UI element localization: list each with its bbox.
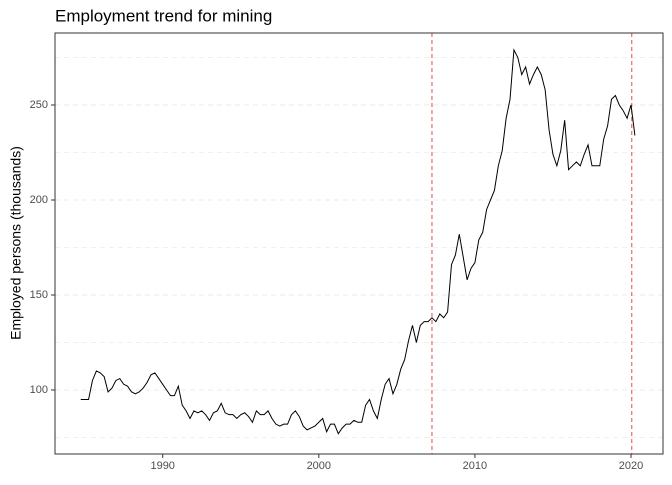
x-tick-label: 1990 xyxy=(150,460,174,472)
chart-title: Employment trend for mining xyxy=(55,6,272,25)
y-axis-label: Employed persons (thousands) xyxy=(8,146,24,340)
x-tick-label: 2010 xyxy=(463,460,487,472)
y-tick-label: 250 xyxy=(30,99,48,111)
x-tick-label: 2020 xyxy=(619,460,643,472)
y-tick-label: 200 xyxy=(30,194,48,206)
plot-border xyxy=(54,32,664,455)
y-tick-label: 150 xyxy=(30,289,48,301)
line-series xyxy=(80,48,636,435)
x-tick-label: 2000 xyxy=(307,460,331,472)
y-tick-label: 100 xyxy=(30,384,48,396)
